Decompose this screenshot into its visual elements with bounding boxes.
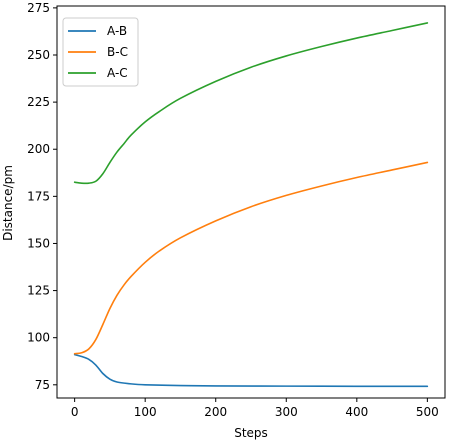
- y-tick-label: 100: [27, 331, 50, 345]
- y-tick-label: 275: [27, 1, 50, 15]
- y-tick-label: 175: [27, 189, 50, 203]
- y-tick-label: 225: [27, 95, 50, 109]
- series-line-b-c: [73, 161, 429, 355]
- y-tick-label: 125: [27, 284, 50, 298]
- y-axis-ticks: 75 100 125 150 175 200 225 250 275: [27, 1, 57, 392]
- x-tick-label: 100: [134, 405, 157, 419]
- x-axis-ticks: 0 100 200 300 400 500: [71, 398, 439, 419]
- y-tick-label: 200: [27, 142, 50, 156]
- legend-label: B-C: [107, 45, 128, 59]
- legend: A-B B-C A-C: [62, 17, 139, 87]
- x-tick-label: 0: [71, 405, 79, 419]
- y-axis-label: Distance/pm: [1, 165, 15, 241]
- y-tick-label: 75: [35, 378, 50, 392]
- y-tick-label: 250: [27, 48, 50, 62]
- x-tick-label: 300: [275, 405, 298, 419]
- x-tick-label: 400: [345, 405, 368, 419]
- legend-label: A-C: [107, 66, 128, 80]
- series-line-a-c: [73, 22, 429, 185]
- y-tick-label: 150: [27, 236, 50, 250]
- x-tick-label: 500: [416, 405, 439, 419]
- series-line-a-b: [73, 353, 429, 388]
- legend-box: [62, 17, 139, 87]
- x-tick-label: 200: [204, 405, 227, 419]
- series-lines: [73, 22, 429, 388]
- legend-label: A-B: [107, 24, 127, 38]
- x-axis-label: Steps: [234, 426, 268, 440]
